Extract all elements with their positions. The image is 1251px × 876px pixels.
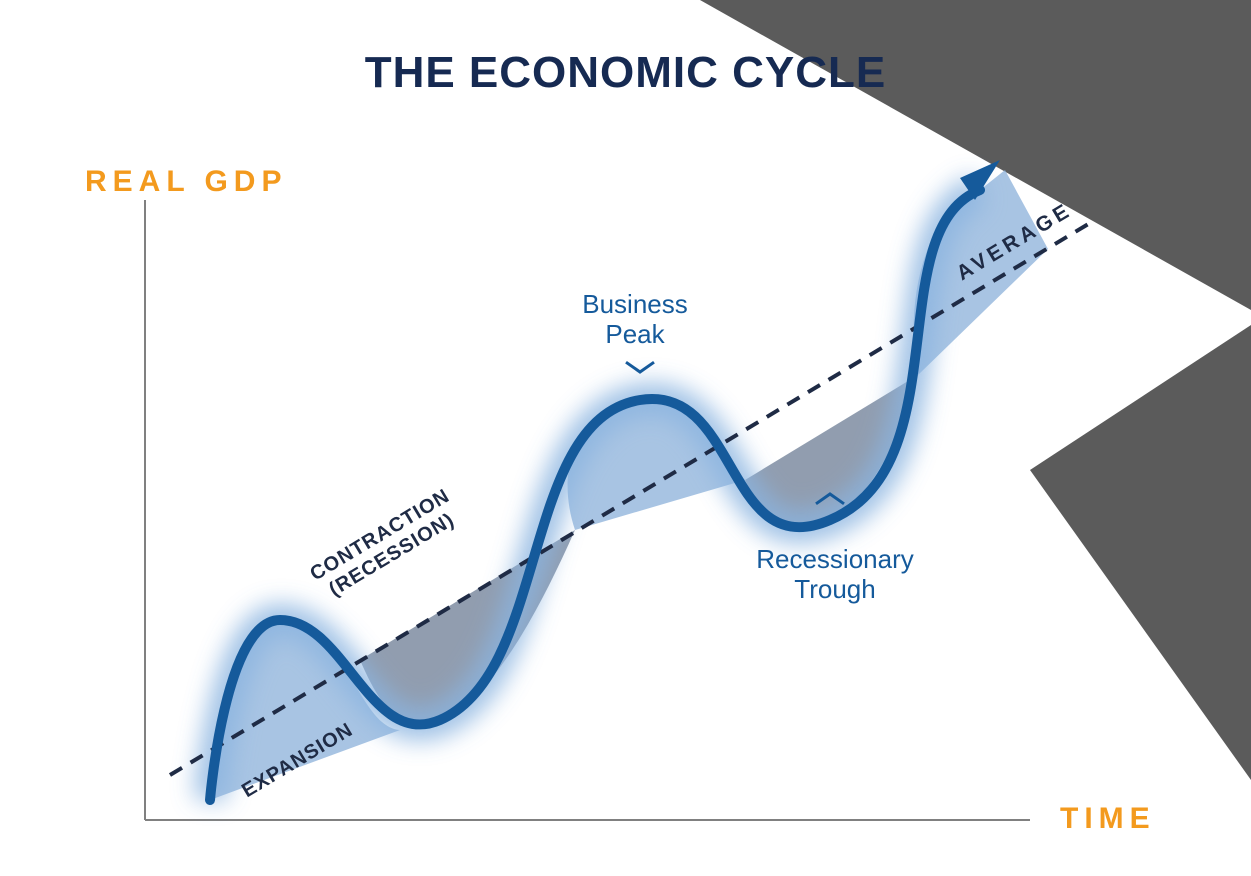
diagram-stage: THE ECONOMIC CYCLE REAL GDP TIME — [0, 0, 1251, 876]
recessionary-trough-label: Recessionary Trough — [715, 545, 955, 605]
chart-svg — [0, 0, 1251, 876]
business-peak-label: Business Peak — [515, 290, 755, 350]
business-peak-caret-icon — [626, 362, 654, 372]
